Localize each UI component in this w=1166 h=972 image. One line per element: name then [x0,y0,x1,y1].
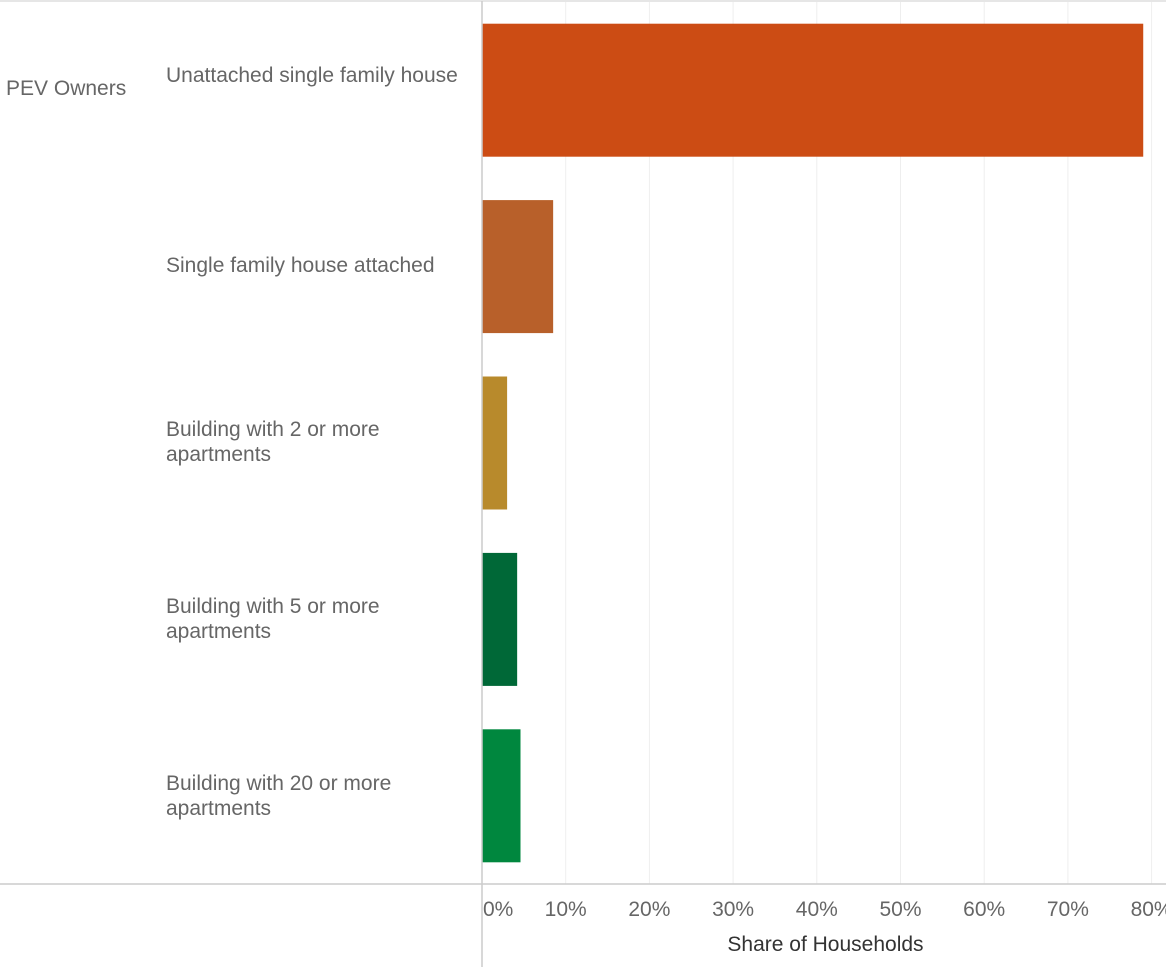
x-tick-label-70: 70% [1047,898,1089,921]
x-axis-title: Share of Households [727,933,923,956]
x-tick-label-20: 20% [628,898,670,921]
x-tick-label-60: 60% [963,898,1005,921]
x-tick-label-0: 0% [483,898,513,921]
category-label-unattached-single-family: Unattached single family house [166,64,458,87]
bar-1 [482,23,1144,157]
bar-4 [482,552,518,686]
category-label-building-20-plus: Building with 20 or more apartments [166,772,392,820]
bar-3 [482,376,508,510]
group-label-pev-owners: PEV Owners [6,77,127,100]
x-tick-label-50: 50% [879,898,921,921]
x-tick-label-40: 40% [796,898,838,921]
category-label-building-2-plus: Building with 2 or more apartments [166,418,380,466]
x-tick-label-80: 80% [1131,898,1166,921]
category-label-building-5-plus: Building with 5 or more apartments [166,595,380,643]
x-tick-label-30: 30% [712,898,754,921]
x-tick-label-10: 10% [545,898,587,921]
bar-2 [482,200,554,334]
category-label-single-family-attached: Single family house attached [166,254,435,277]
bar-5 [482,729,521,863]
